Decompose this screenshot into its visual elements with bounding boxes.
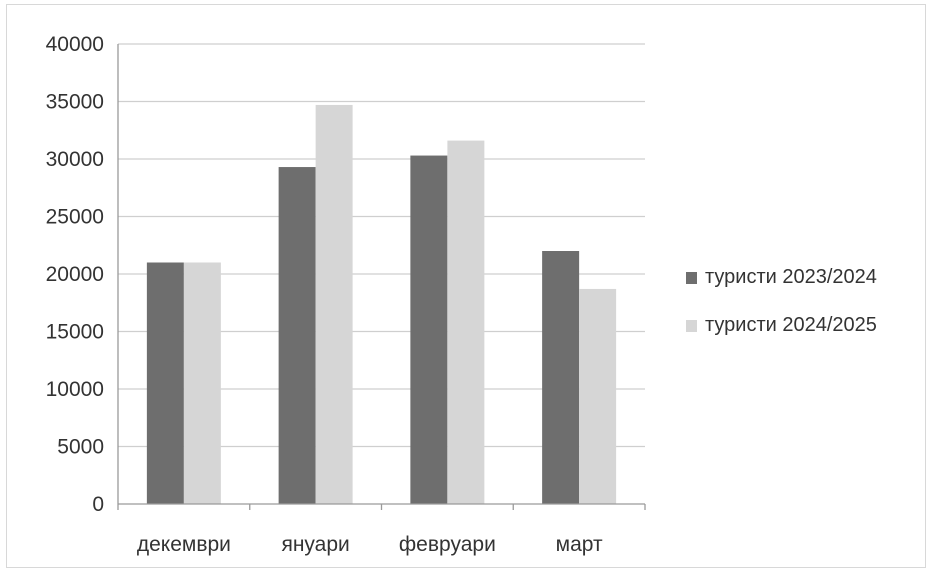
x-tick-label: февруари xyxy=(399,533,496,556)
y-axis-tick-labels: 0 5000 10000 15000 20000 25000 30000 35000 40000 xyxy=(46,33,104,516)
x-axis-tick-labels: декември януари февруари март xyxy=(137,533,603,556)
bar-1-2 xyxy=(278,167,316,505)
bar-1-4 xyxy=(542,251,580,504)
bar-1-1 xyxy=(146,262,184,504)
y-tick-label: 35000 xyxy=(46,91,104,114)
axes xyxy=(117,44,646,510)
y-tick-label: 40000 xyxy=(46,33,104,56)
bar-1-3 xyxy=(410,155,448,505)
y-tick-label: 25000 xyxy=(46,206,104,229)
legend-swatch-1 xyxy=(686,272,697,284)
bar-2-2 xyxy=(315,104,353,504)
y-tick-label: 15000 xyxy=(46,321,104,344)
y-tick-label: 10000 xyxy=(46,378,104,401)
y-tick-label: 5000 xyxy=(57,436,104,459)
bar-2-4 xyxy=(579,288,617,504)
bar-2-3 xyxy=(447,140,485,504)
x-tick-label: март xyxy=(556,533,603,556)
x-tick-label: декември xyxy=(137,533,231,556)
x-tick-label: януари xyxy=(281,533,349,556)
legend-swatch-2 xyxy=(686,320,697,332)
y-tick-label: 20000 xyxy=(46,263,104,286)
y-tick-label: 0 xyxy=(92,493,104,516)
legend: туристи 2023/2024 туристи 2024/2025 xyxy=(686,266,877,336)
legend-label-1: туристи 2023/2024 xyxy=(705,266,877,288)
bar-2-1 xyxy=(183,262,221,504)
bars xyxy=(146,104,617,505)
legend-label-2: туристи 2024/2025 xyxy=(705,314,877,336)
y-tick-label: 30000 xyxy=(46,148,104,171)
